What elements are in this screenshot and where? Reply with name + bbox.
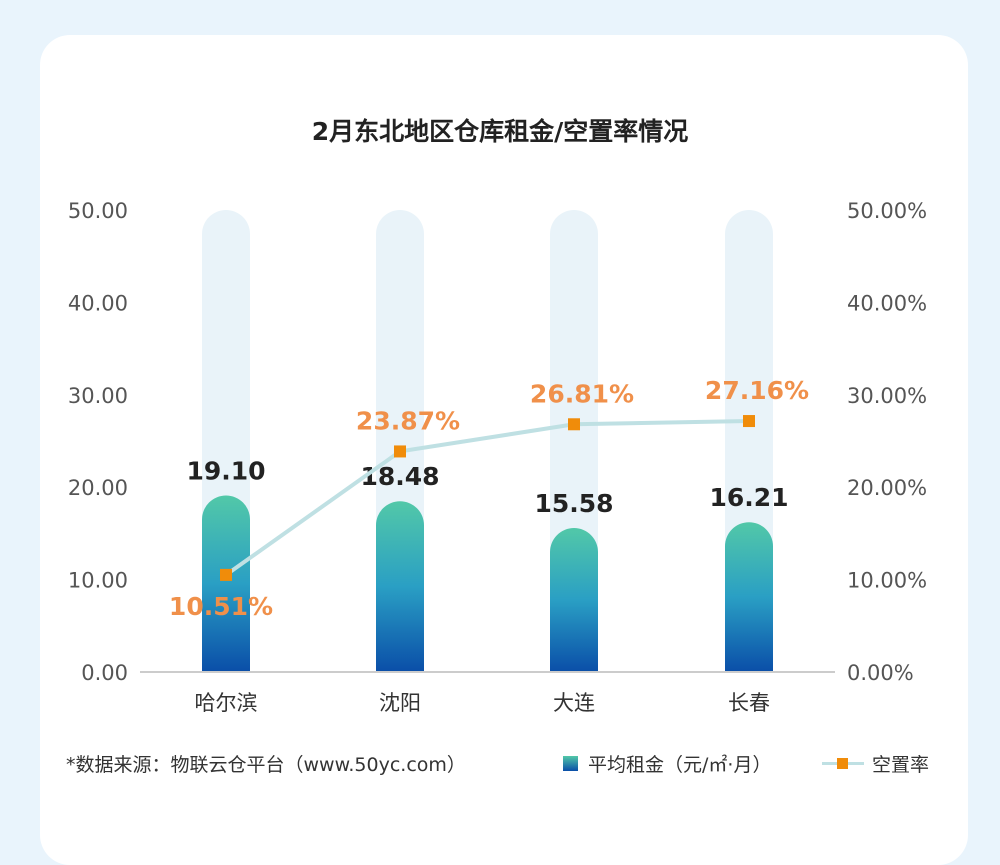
- vacancy-data-label: 27.16%: [705, 376, 809, 405]
- rent-bar: [550, 528, 598, 672]
- legend-vacancy-label: 空置率: [872, 754, 930, 776]
- vacancy-marker: [220, 568, 232, 581]
- right-axis-tick: 40.00%: [847, 291, 927, 315]
- rent-data-label: 19.10: [186, 457, 265, 486]
- rent-data-label: 18.48: [360, 462, 439, 491]
- vacancy-data-label: 10.51%: [169, 592, 273, 621]
- right-axis-tick: 20.00%: [847, 476, 927, 500]
- rent-bar: [725, 522, 774, 672]
- left-axis-tick: 10.00: [68, 569, 128, 593]
- vacancy-marker: [568, 418, 580, 431]
- category-label: 哈尔滨: [195, 691, 258, 715]
- right-axis-tick: 50.00%: [847, 199, 927, 223]
- left-axis-tick: 0.00: [81, 661, 128, 685]
- legend-line-swatch: [822, 756, 864, 771]
- chart-plot: 0.00 10.00 20.00 30.00 40.00 50.00 0.00% 10.00%…: [68, 199, 927, 715]
- rent-bar: [376, 501, 424, 672]
- legend-vacancy: 空置率: [822, 750, 929, 777]
- data-source: *数据来源：物联云仓平台（www.50yc.com）: [66, 754, 466, 776]
- left-axis-tick: 50.00: [68, 199, 128, 223]
- legend-rent-label: 平均租金（元/㎡·月）: [588, 754, 772, 776]
- rent-bar: [202, 495, 250, 672]
- vacancy-data-label: 23.87%: [356, 406, 460, 435]
- category-label: 沈阳: [379, 691, 421, 715]
- category-label: 长春: [728, 691, 770, 715]
- chart-title: 2月东北地区仓库租金/空置率情况: [311, 117, 689, 146]
- right-axis-tick: 30.00%: [847, 384, 927, 408]
- vacancy-marker: [743, 415, 755, 428]
- left-axis-tick: 40.00: [68, 291, 128, 315]
- left-axis-tick: 20.00: [68, 476, 128, 500]
- legend-bar-swatch: [563, 756, 578, 771]
- right-axis-tick: 0.00%: [847, 661, 914, 685]
- left-axis-tick: 30.00: [68, 384, 128, 408]
- rent-data-label: 16.21: [709, 483, 788, 512]
- chart-card: [40, 35, 968, 865]
- vacancy-data-label: 26.81%: [530, 379, 634, 408]
- rent-data-label: 15.58: [534, 489, 613, 518]
- vacancy-marker: [394, 445, 406, 458]
- vacancy-line: [224, 419, 750, 577]
- legend-rent: 平均租金（元/㎡·月）: [563, 750, 771, 777]
- category-label: 大连: [553, 691, 595, 715]
- right-axis-tick: 10.00%: [847, 569, 927, 593]
